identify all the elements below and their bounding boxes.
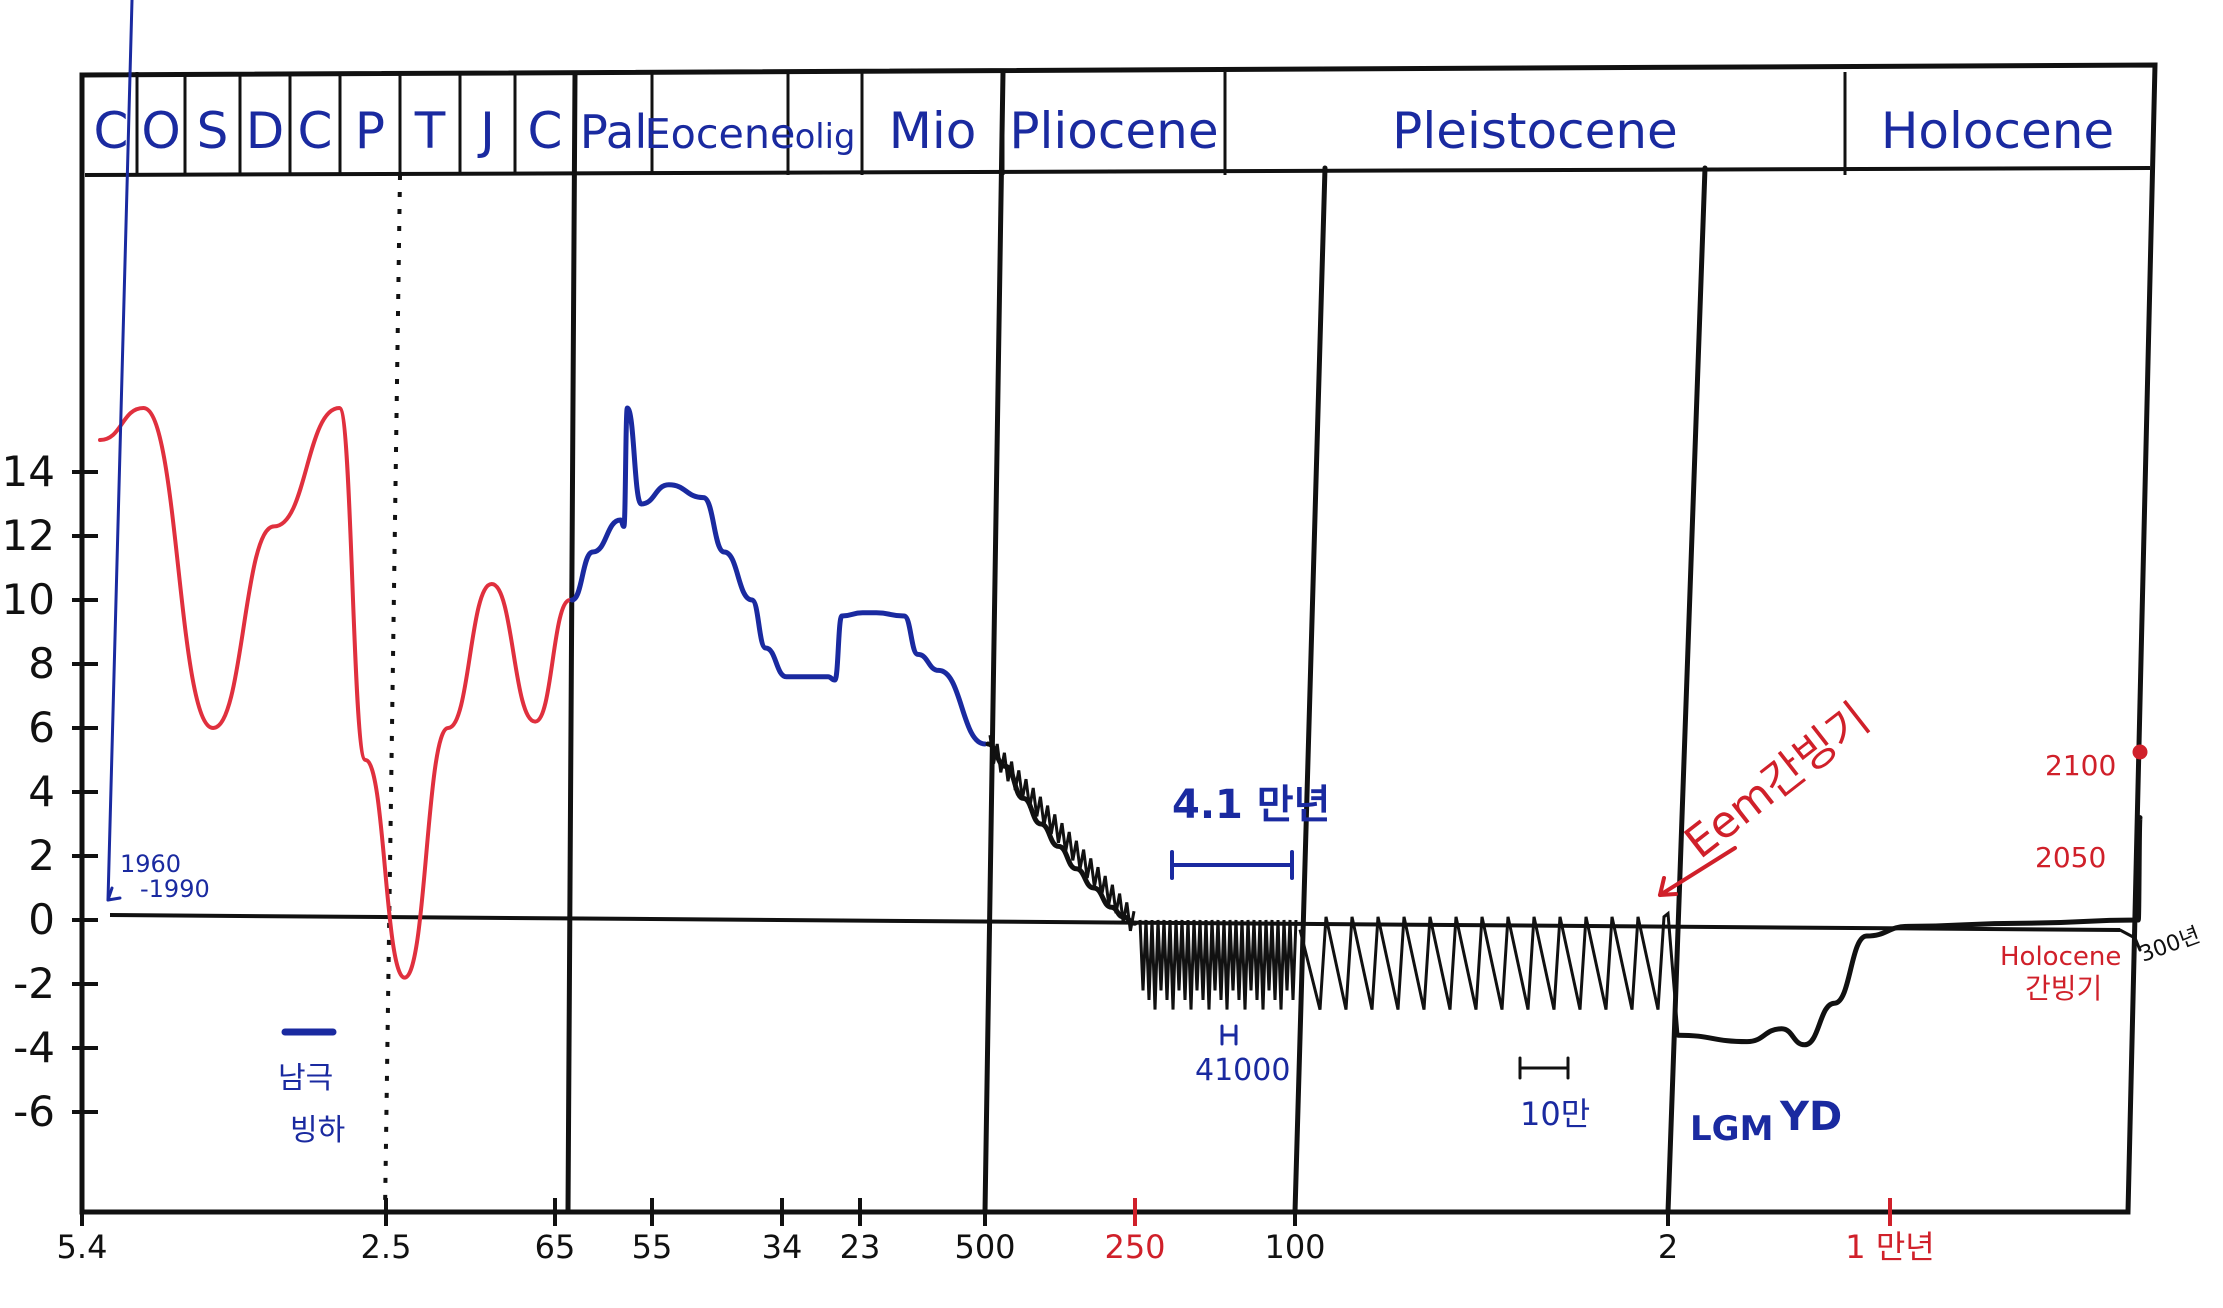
y-tick-label: -6 — [13, 1087, 55, 1136]
annotation-holocene-interglacial-2: 간빙기 — [2025, 972, 2102, 1005]
y-tick-label: 2 — [28, 831, 55, 880]
period-label: olig — [795, 117, 856, 156]
cycles-41kyr — [1138, 919, 1298, 1010]
y-tick-label: -2 — [13, 959, 55, 1008]
y-tick-label: 14 — [2, 447, 55, 496]
period-label: Mio — [889, 102, 977, 160]
y-tick-label: 12 — [2, 511, 55, 560]
annotation-41000: 41000 — [1195, 1053, 1290, 1088]
period-label: O — [141, 102, 180, 160]
x-tick-label: 34 — [762, 1228, 803, 1266]
period-label: D — [246, 102, 285, 160]
y-tick-label: 0 — [28, 895, 55, 944]
x-tick-label: 65 — [535, 1228, 576, 1266]
x-tick-label: 55 — [632, 1228, 673, 1266]
y-axis: 14 12 10 8 6 4 2 0 -2 -4 -6 — [2, 447, 98, 1136]
period-label: T — [414, 102, 446, 160]
annotation-antarctic-2: 빙하 — [290, 1113, 345, 1148]
pleistocene-oscillations — [988, 735, 1680, 1036]
annotation-lgm: LGM — [1690, 1109, 1773, 1149]
period-bar — [84, 166, 2151, 177]
annotation-10-man: 10만 — [1520, 1095, 1590, 1133]
x-axis: 5.4 2.5 65 55 34 23 500 250 100 2 1 만년 — [57, 1198, 1935, 1266]
period-label: Holocene — [1881, 102, 2114, 160]
x-tick-label: 2.5 — [361, 1228, 412, 1266]
period-label: Pliocene — [1009, 102, 1218, 160]
period-label: C — [298, 102, 333, 160]
annotation-holocene-interglacial-1: Holocene — [2000, 942, 2121, 972]
annotation-2050: 2050 — [2035, 841, 2106, 874]
series-line — [98, 406, 572, 980]
x-tick-label: 100 — [1264, 1228, 1325, 1266]
annotation-2100: 2100 — [2045, 749, 2116, 782]
section-dividers — [565, 69, 1708, 1215]
y-tick-label: 4 — [28, 767, 55, 816]
zero-line — [109, 913, 2121, 932]
y-tick-label: 8 — [28, 639, 55, 688]
annotation-yd: YD — [1779, 1094, 1842, 1140]
y-tick-label: 10 — [2, 575, 55, 624]
cycles-100kyr — [1298, 910, 1680, 1036]
annotation-300-years: 300년 — [2137, 923, 2204, 968]
period-label: C — [528, 102, 563, 160]
y-tick-label: -4 — [13, 1023, 55, 1072]
chart-frame — [79, 62, 2158, 1215]
x-tick-label: 1 만년 — [1845, 1228, 1934, 1266]
y-tick-label: 6 — [28, 703, 55, 752]
x-tick-label: 500 — [954, 1228, 1015, 1266]
period-label: Eocene — [645, 110, 796, 158]
annotation-antarctic-1: 남극 — [278, 1061, 333, 1096]
period-label: Pal — [580, 106, 648, 160]
annotation-1990: -1990 — [140, 875, 210, 903]
period-label: P — [355, 102, 385, 160]
annotation-eem: Eem간빙기 — [1675, 694, 1879, 869]
annotation-41-manyeon: 4.1 만년 — [1172, 782, 1330, 828]
pliocene-jitter — [988, 735, 1136, 932]
period-label: C — [94, 102, 129, 160]
series-line — [569, 405, 988, 747]
annotation-marks — [106, 0, 2148, 1080]
annotation-1960: 1960 — [120, 850, 181, 878]
period-label: J — [477, 102, 495, 160]
x-tick-label: 5.4 — [57, 1228, 108, 1266]
x-tick-label: 250 — [1104, 1228, 1165, 1266]
period-label: Pleistocene — [1392, 102, 1678, 160]
x-tick-label: 2 — [1658, 1228, 1678, 1266]
dotted-divider — [383, 174, 402, 1213]
period-label: S — [197, 102, 229, 160]
x-tick-label: 23 — [840, 1228, 881, 1266]
series-line — [1675, 815, 2143, 1048]
